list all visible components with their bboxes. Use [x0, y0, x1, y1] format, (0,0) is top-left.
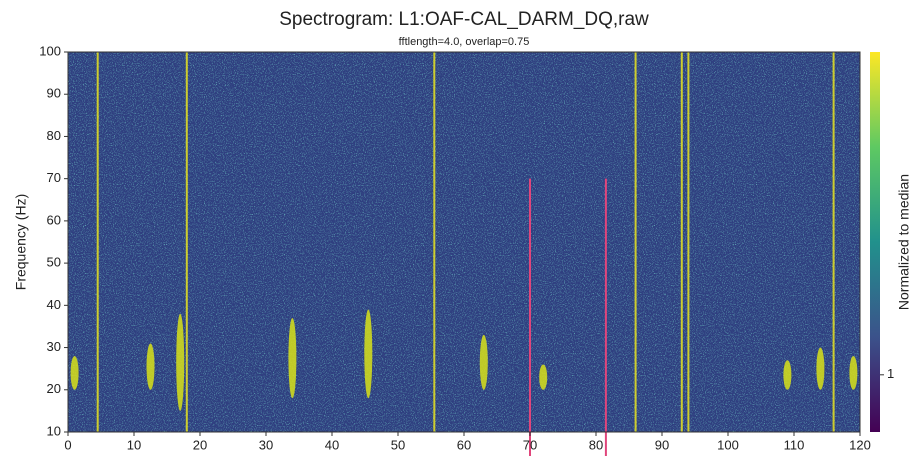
x-tick-label: 90: [655, 437, 669, 452]
x-tick-label: 60: [457, 437, 471, 452]
y-tick-label: 20: [47, 381, 61, 396]
y-tick-label: 50: [47, 255, 61, 270]
bright-band: [146, 343, 155, 390]
y-axis-label: Frequency (Hz): [13, 194, 29, 290]
bright-band: [783, 360, 792, 390]
bright-band: [816, 347, 825, 390]
y-tick-label: 90: [47, 86, 61, 101]
x-tick-label: 70: [523, 437, 537, 452]
spectrogram-noise: [68, 52, 860, 432]
bright-band: [364, 309, 373, 399]
bright-band: [849, 356, 858, 390]
y-tick-label: 10: [47, 423, 61, 438]
x-tick-label: 20: [193, 437, 207, 452]
colorbar-tick-label: 1: [887, 366, 894, 381]
y-tick-label: 70: [47, 170, 61, 185]
chart-subtitle: fftlength=4.0, overlap=0.75: [399, 36, 530, 48]
y-tick-label: 60: [47, 212, 61, 227]
x-tick-label: 0: [64, 437, 71, 452]
colorbar: [870, 52, 880, 432]
y-tick-label: 30: [47, 339, 61, 354]
bright-band: [176, 313, 185, 411]
chart-title: Spectrogram: L1:OAF-CAL_DARM_DQ,raw: [279, 9, 649, 30]
plot-area: [68, 52, 860, 432]
bright-band: [70, 356, 79, 390]
x-tick-label: 110: [784, 437, 805, 452]
x-tick-label: 100: [717, 437, 739, 452]
x-tick-label: 10: [127, 437, 141, 452]
y-tick-label: 100: [39, 43, 61, 58]
x-tick-label: 50: [391, 437, 405, 452]
x-tick-label: 30: [259, 437, 273, 452]
y-tick-label: 80: [47, 128, 61, 143]
bright-band: [479, 334, 488, 390]
x-tick-label: 40: [325, 437, 339, 452]
bright-band: [539, 364, 548, 390]
x-tick-label: 80: [589, 437, 603, 452]
x-tick-label: 120: [849, 437, 871, 452]
colorbar-label: Normalized to median: [896, 174, 912, 310]
y-tick-label: 40: [47, 297, 61, 312]
bright-band: [288, 318, 297, 399]
